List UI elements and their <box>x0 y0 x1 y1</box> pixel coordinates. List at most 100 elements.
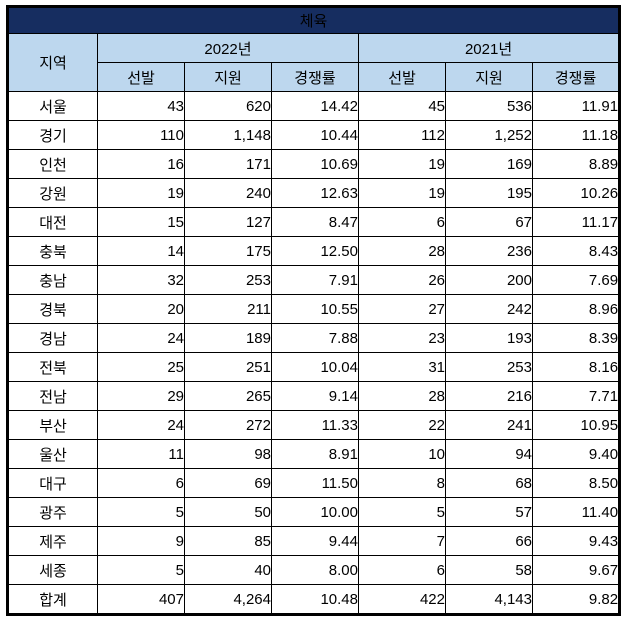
value-cell: 7.71 <box>531 381 621 411</box>
region-cell: 전북 <box>7 352 98 382</box>
value-cell: 4,143 <box>445 584 533 615</box>
value-cell: 10.44 <box>271 120 359 150</box>
column-header-applicants-2022: 지원 <box>184 62 272 92</box>
value-cell: 11.50 <box>271 468 359 498</box>
value-cell: 171 <box>184 149 272 179</box>
table-row: 울산 11 98 8.91 10 94 9.40 <box>7 439 621 469</box>
value-cell: 67 <box>445 207 533 237</box>
value-cell: 11.17 <box>531 207 621 237</box>
region-cell: 광주 <box>7 497 98 527</box>
value-cell: 242 <box>445 294 533 324</box>
value-cell: 9 <box>97 526 185 556</box>
value-cell: 7.88 <box>271 323 359 353</box>
value-cell: 15 <box>97 207 185 237</box>
value-cell: 7.91 <box>271 265 359 295</box>
value-cell: 620 <box>184 91 272 121</box>
value-cell: 253 <box>445 352 533 382</box>
value-cell: 27 <box>358 294 446 324</box>
value-cell: 175 <box>184 236 272 266</box>
table-row: 인천 16 171 10.69 19 169 8.89 <box>7 149 621 179</box>
value-cell: 253 <box>184 265 272 295</box>
value-cell: 19 <box>97 178 185 208</box>
value-cell: 40 <box>184 555 272 585</box>
table-row: 충북 14 175 12.50 28 236 8.43 <box>7 236 621 266</box>
value-cell: 272 <box>184 410 272 440</box>
value-cell: 14 <box>97 236 185 266</box>
value-cell: 407 <box>97 584 185 615</box>
column-header-selected-2022: 선발 <box>97 62 185 92</box>
value-cell: 110 <box>97 120 185 150</box>
value-cell: 422 <box>358 584 446 615</box>
region-cell: 경북 <box>7 294 98 324</box>
value-cell: 8 <box>358 468 446 498</box>
region-cell: 대전 <box>7 207 98 237</box>
value-cell: 240 <box>184 178 272 208</box>
value-cell: 10.04 <box>271 352 359 382</box>
region-cell: 서울 <box>7 91 98 121</box>
value-cell: 112 <box>358 120 446 150</box>
table-row: 전남 29 265 9.14 28 216 7.71 <box>7 381 621 411</box>
value-cell: 8.39 <box>531 323 621 353</box>
title-row: 체육 <box>6 6 621 34</box>
value-cell: 26 <box>358 265 446 295</box>
column-header-applicants-2021: 지원 <box>445 62 533 92</box>
table-header: 체육 지역 2022년 2021년 선발 지원 경쟁률 선발 지원 경쟁률 <box>6 6 621 92</box>
value-cell: 14.42 <box>271 91 359 121</box>
value-cell: 94 <box>445 439 533 469</box>
region-cell: 전남 <box>7 381 98 411</box>
value-cell: 11.40 <box>531 497 621 527</box>
value-cell: 8.91 <box>271 439 359 469</box>
value-cell: 24 <box>97 410 185 440</box>
value-cell: 10.55 <box>271 294 359 324</box>
sports-admission-table: 체육 지역 2022년 2021년 선발 지원 경쟁률 선발 지원 경쟁률 서울… <box>6 5 622 616</box>
value-cell: 10.48 <box>271 584 359 615</box>
value-cell: 10.95 <box>531 410 621 440</box>
value-cell: 189 <box>184 323 272 353</box>
value-cell: 11.33 <box>271 410 359 440</box>
region-cell: 부산 <box>7 410 98 440</box>
value-cell: 11.18 <box>531 120 621 150</box>
region-cell: 강원 <box>7 178 98 208</box>
value-cell: 8.00 <box>271 555 359 585</box>
value-cell: 29 <box>97 381 185 411</box>
region-cell: 경남 <box>7 323 98 353</box>
value-cell: 19 <box>358 149 446 179</box>
sub-header-row: 선발 지원 경쟁률 선발 지원 경쟁률 <box>8 62 621 92</box>
value-cell: 5 <box>97 497 185 527</box>
value-cell: 10.00 <box>271 497 359 527</box>
value-cell: 5 <box>97 555 185 585</box>
region-cell: 울산 <box>7 439 98 469</box>
value-cell: 57 <box>445 497 533 527</box>
region-cell: 충북 <box>7 236 98 266</box>
value-cell: 9.82 <box>531 584 621 615</box>
value-cell: 236 <box>445 236 533 266</box>
value-cell: 28 <box>358 381 446 411</box>
table-row: 강원 19 240 12.63 19 195 10.26 <box>7 178 621 208</box>
value-cell: 127 <box>184 207 272 237</box>
value-cell: 9.43 <box>531 526 621 556</box>
value-cell: 536 <box>445 91 533 121</box>
value-cell: 11 <box>97 439 185 469</box>
value-cell: 25 <box>97 352 185 382</box>
value-cell: 8.50 <box>531 468 621 498</box>
value-cell: 20 <box>97 294 185 324</box>
table-row: 경남 24 189 7.88 23 193 8.39 <box>7 323 621 353</box>
value-cell: 66 <box>445 526 533 556</box>
value-cell: 69 <box>184 468 272 498</box>
total-row: 합계 407 4,264 10.48 422 4,143 9.82 <box>7 584 621 615</box>
table-row: 전북 25 251 10.04 31 253 8.16 <box>7 352 621 382</box>
value-cell: 195 <box>445 178 533 208</box>
value-cell: 251 <box>184 352 272 382</box>
value-cell: 169 <box>445 149 533 179</box>
column-header-selected-2021: 선발 <box>358 62 446 92</box>
value-cell: 45 <box>358 91 446 121</box>
value-cell: 8.47 <box>271 207 359 237</box>
value-cell: 7.69 <box>531 265 621 295</box>
value-cell: 98 <box>184 439 272 469</box>
table-row: 광주 5 50 10.00 5 57 11.40 <box>7 497 621 527</box>
value-cell: 6 <box>97 468 185 498</box>
value-cell: 16 <box>97 149 185 179</box>
table-row: 서울 43 620 14.42 45 536 11.91 <box>7 91 621 121</box>
value-cell: 12.63 <box>271 178 359 208</box>
